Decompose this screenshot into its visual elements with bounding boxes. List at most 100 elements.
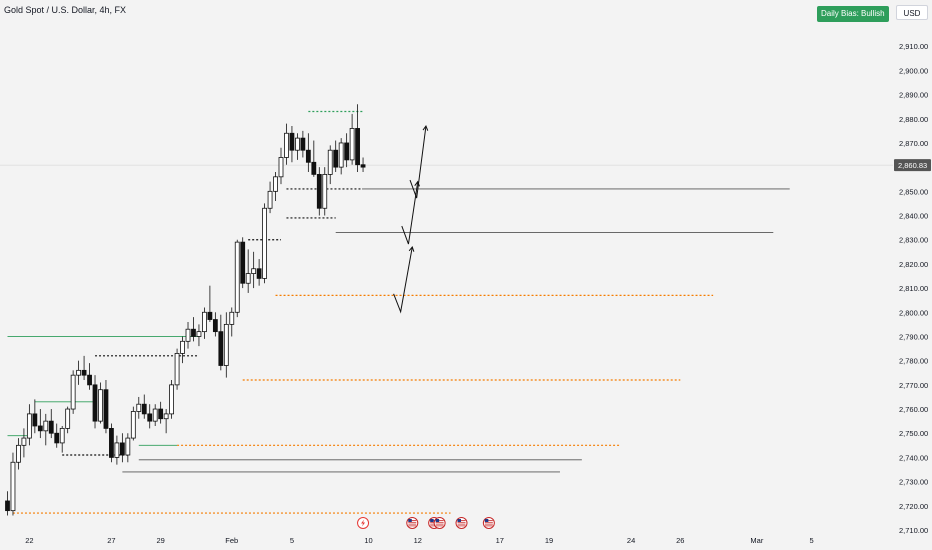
candle [202, 307, 207, 339]
candle-body [169, 384, 175, 415]
candle [54, 423, 60, 448]
candle-body [316, 173, 322, 209]
x-tick-label: 19 [545, 536, 553, 545]
y-tick-label: 2,770.00 [899, 381, 928, 390]
candle-body [152, 408, 158, 422]
candle-body [300, 137, 306, 151]
candle [136, 396, 142, 419]
candle [109, 423, 114, 463]
candle-body [344, 142, 350, 161]
x-tick-label: 17 [496, 536, 504, 545]
candle-body [240, 241, 246, 284]
candle-body [311, 161, 317, 175]
candle [240, 237, 246, 289]
lightning-icon[interactable] [357, 517, 370, 529]
candle [152, 404, 158, 426]
candle-body [355, 128, 360, 166]
candle-body [174, 353, 180, 386]
y-tick-label: 2,740.00 [899, 453, 928, 462]
candle [355, 104, 360, 172]
candle-body [147, 413, 153, 422]
candle [295, 133, 300, 160]
y-tick-label: 2,850.00 [899, 187, 928, 196]
candle-body [234, 241, 240, 313]
y-tick-label: 2,710.00 [899, 526, 928, 535]
us-flag-icon[interactable] [482, 517, 495, 529]
candle [229, 307, 235, 337]
arrow-path [409, 125, 427, 199]
event-markers[interactable] [357, 517, 495, 529]
candle-body [185, 328, 191, 342]
candle-body [196, 331, 202, 337]
candle [191, 317, 196, 342]
candle-body [81, 369, 87, 376]
arrow-head [414, 180, 420, 187]
candle [163, 409, 169, 434]
y-tick-label: 2,800.00 [899, 308, 928, 317]
candle-body [114, 442, 120, 458]
candle-body [125, 437, 131, 456]
candle-body [130, 411, 136, 439]
candle [59, 425, 65, 453]
candle-body [322, 173, 328, 209]
candle [344, 133, 350, 168]
candle-body [212, 319, 218, 333]
candle [26, 404, 32, 446]
daily-bias-badge: Daily Bias: Bullish [817, 6, 889, 22]
candle-body [267, 190, 273, 209]
candle [114, 435, 120, 465]
candle-body [65, 408, 71, 429]
candle-body [76, 369, 82, 376]
us-flag-icon[interactable] [455, 517, 468, 529]
candle-body [289, 132, 295, 151]
candle [262, 203, 267, 284]
candle [218, 314, 224, 371]
candle [169, 380, 175, 419]
candle [147, 404, 153, 429]
candle-body [26, 413, 32, 439]
candle [327, 145, 333, 185]
candle-body [59, 427, 65, 444]
candle-body [338, 142, 344, 168]
symbol-title[interactable]: Gold Spot / U.S. Dollar, 4h, FX [4, 5, 127, 15]
candle [16, 438, 21, 470]
candle [174, 348, 180, 390]
candle-body [103, 389, 109, 429]
candle [125, 433, 131, 463]
us-flag-icon[interactable] [433, 517, 446, 529]
candle-body [141, 403, 147, 415]
candle [360, 157, 366, 172]
x-tick-label: 5 [810, 536, 814, 545]
us-flag-icon[interactable] [406, 517, 419, 529]
candle [333, 140, 339, 172]
candle [65, 406, 71, 434]
candle-body [333, 149, 339, 168]
candle [37, 409, 43, 439]
x-tick-label: 24 [627, 536, 635, 545]
currency-button[interactable]: USD [896, 5, 928, 20]
y-tick-label: 2,840.00 [899, 212, 928, 221]
y-tick-label: 2,720.00 [899, 502, 928, 511]
candle [43, 413, 49, 446]
candle [245, 249, 251, 293]
y-tick-label: 2,830.00 [899, 236, 928, 245]
candle-body [278, 157, 284, 178]
candle [48, 409, 54, 439]
x-tick-label: 29 [156, 536, 164, 545]
candle [289, 126, 295, 163]
y-tick-label: 2,900.00 [899, 66, 928, 75]
candle [141, 394, 147, 419]
time-axis[interactable]: 22 27 29 Feb 5 10 12 17 19 24 26 Mar 5 [25, 536, 813, 545]
last-price-tag [894, 159, 931, 172]
candle [81, 355, 87, 381]
candle-body [207, 311, 213, 320]
candle-body [92, 384, 98, 422]
flag-canton [484, 519, 489, 522]
price-axis[interactable]: 2,710.00 2,720.00 2,730.00 2,740.00 2,750.00… [893, 0, 932, 550]
x-tick-label: 10 [364, 536, 372, 545]
candle [300, 130, 306, 158]
x-tick-label: 26 [676, 536, 684, 545]
candle [251, 251, 257, 289]
candle-body [284, 132, 289, 158]
